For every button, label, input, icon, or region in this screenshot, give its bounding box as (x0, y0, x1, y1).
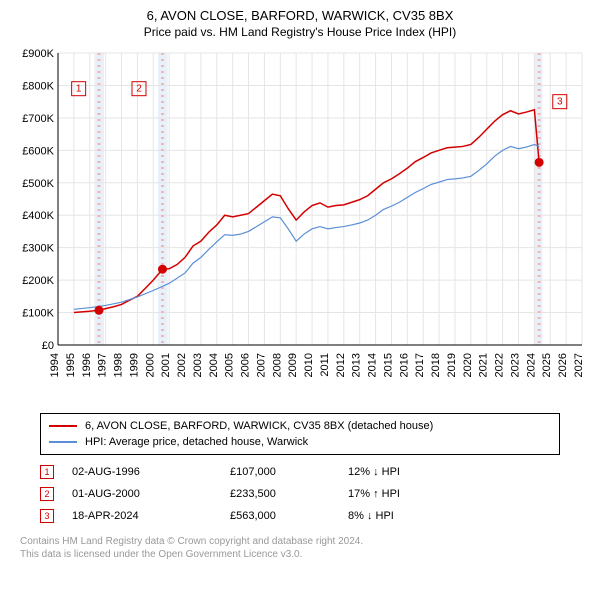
footnote-line2: This data is licensed under the Open Gov… (20, 548, 580, 561)
sales-table: 1 02-AUG-1996 £107,000 12% ↓ HPI 2 01-AUG-200… (40, 461, 560, 527)
chart-subtitle: Price paid vs. HM Land Registry's House … (10, 25, 590, 39)
series-property (74, 110, 539, 313)
chart-plot-area: £0 £100K £200K £300K £400K £500K £600K £700K £80… (10, 45, 590, 405)
x-tick-label: 2023 (509, 353, 521, 377)
sale-delta: 8% ↓ HPI (348, 510, 468, 522)
x-tick-label: 2017 (414, 353, 426, 377)
x-tick-label: 1999 (128, 353, 140, 377)
x-tick-label: 2013 (351, 353, 363, 377)
x-tick-label: 2007 (255, 353, 267, 377)
series-hpi (74, 144, 539, 309)
legend-row: 6, AVON CLOSE, BARFORD, WARWICK, CV35 8B… (49, 418, 551, 434)
legend-swatch (49, 441, 77, 443)
x-tick-label: 2020 (462, 353, 474, 377)
y-tick-label: £100K (22, 308, 54, 320)
y-tick-label: £500K (22, 178, 54, 190)
y-tick-label: £200K (22, 275, 54, 287)
x-tick-label: 2011 (319, 353, 331, 377)
x-tick-label: 1996 (81, 353, 93, 377)
y-tick-label: £0 (42, 340, 54, 352)
sale-point (95, 306, 103, 314)
sales-row: 1 02-AUG-1996 £107,000 12% ↓ HPI (40, 461, 560, 483)
sale-number-box: 2 (40, 487, 54, 501)
marker-box-label: 3 (557, 97, 563, 108)
x-tick-label: 2000 (144, 353, 156, 377)
sale-price: £107,000 (230, 466, 330, 478)
legend-label: 6, AVON CLOSE, BARFORD, WARWICK, CV35 8B… (85, 420, 433, 432)
legend-row: HPI: Average price, detached house, Warw… (49, 434, 551, 450)
x-tick-label: 2027 (573, 353, 585, 377)
x-tick-label: 2001 (160, 353, 172, 377)
sale-date: 01-AUG-2000 (72, 488, 212, 500)
x-tick-label: 2022 (494, 353, 506, 377)
x-tick-label: 2016 (398, 353, 410, 377)
sale-price: £233,500 (230, 488, 330, 500)
sale-date: 18-APR-2024 (72, 510, 212, 522)
x-tick-label: 1997 (97, 353, 109, 377)
x-tick-label: 2008 (271, 353, 283, 377)
y-tick-label: £400K (22, 210, 54, 222)
x-tick-label: 2024 (525, 353, 537, 377)
y-tick-label: £800K (22, 80, 54, 92)
sale-delta: 17% ↑ HPI (348, 488, 468, 500)
x-tick-label: 2019 (446, 353, 458, 377)
marker-box-label: 1 (76, 84, 82, 95)
y-tick-label: £600K (22, 145, 54, 157)
x-tick-label: 2025 (541, 353, 553, 377)
legend-swatch (49, 425, 77, 427)
footnote: Contains HM Land Registry data © Crown c… (20, 535, 580, 561)
sale-price: £563,000 (230, 510, 330, 522)
legend-label: HPI: Average price, detached house, Warw… (85, 436, 308, 448)
sale-point (535, 158, 543, 166)
sale-number-box: 3 (40, 509, 54, 523)
footnote-line1: Contains HM Land Registry data © Crown c… (20, 535, 580, 548)
x-tick-label: 2014 (367, 353, 379, 377)
chart-title: 6, AVON CLOSE, BARFORD, WARWICK, CV35 8B… (10, 8, 590, 23)
x-tick-label: 2026 (557, 353, 569, 377)
legend: 6, AVON CLOSE, BARFORD, WARWICK, CV35 8B… (40, 413, 560, 455)
x-tick-label: 2006 (240, 353, 252, 377)
y-tick-label: £700K (22, 113, 54, 125)
chart-container: 6, AVON CLOSE, BARFORD, WARWICK, CV35 8B… (0, 0, 600, 569)
x-tick-label: 2005 (224, 353, 236, 377)
x-tick-label: 2003 (192, 353, 204, 377)
sale-point (158, 265, 166, 273)
x-tick-label: 2018 (430, 353, 442, 377)
x-tick-label: 1994 (49, 353, 61, 377)
x-tick-label: 2002 (176, 353, 188, 377)
y-tick-label: £900K (22, 48, 54, 60)
sale-number-box: 1 (40, 465, 54, 479)
x-tick-label: 2009 (287, 353, 299, 377)
x-tick-label: 1995 (65, 353, 77, 377)
sales-row: 3 18-APR-2024 £563,000 8% ↓ HPI (40, 505, 560, 527)
sale-delta: 12% ↓ HPI (348, 466, 468, 478)
x-tick-label: 1998 (113, 353, 125, 377)
x-tick-label: 2015 (382, 353, 394, 377)
chart-svg: £0 £100K £200K £300K £400K £500K £600K £700K £80… (10, 45, 590, 405)
sales-row: 2 01-AUG-2000 £233,500 17% ↑ HPI (40, 483, 560, 505)
y-tick-label: £300K (22, 243, 54, 255)
x-tick-label: 2010 (303, 353, 315, 377)
marker-box-label: 2 (136, 84, 142, 95)
x-tick-label: 2021 (478, 353, 490, 377)
sale-date: 02-AUG-1996 (72, 466, 212, 478)
x-tick-label: 2004 (208, 353, 220, 377)
x-tick-label: 2012 (335, 353, 347, 377)
